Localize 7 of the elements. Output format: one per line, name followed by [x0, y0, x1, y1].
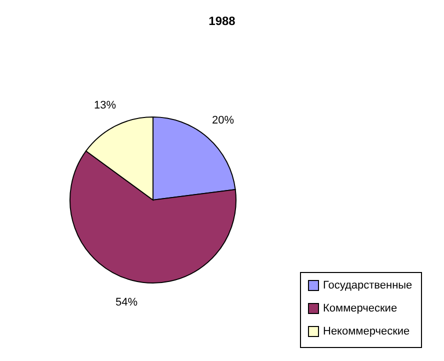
legend-label: Коммерческие	[323, 302, 398, 314]
data-label: 13%	[94, 99, 116, 112]
legend-label: Некоммерческие	[323, 326, 410, 338]
legend-label: Государственные	[323, 280, 412, 292]
data-label: 54%	[115, 296, 138, 309]
chart-title: 1988	[208, 14, 236, 28]
data-label: 20%	[212, 114, 234, 126]
